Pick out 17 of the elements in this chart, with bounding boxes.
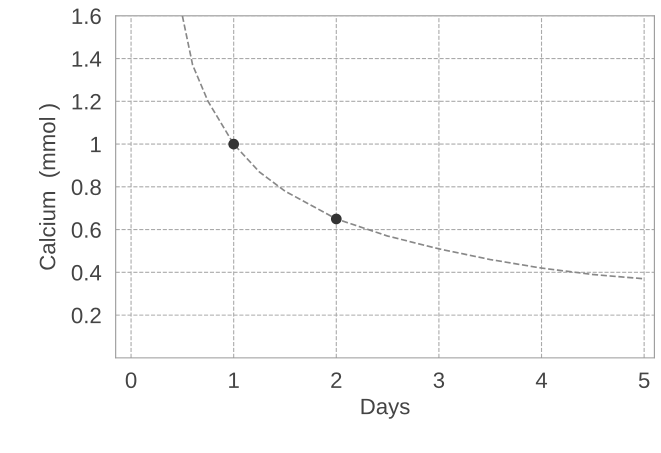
x-tick-label: 2 (331, 372, 342, 388)
y-axis-title: Calcium (mmol ) (39, 104, 60, 270)
y-tick-label: 0.6 (72, 222, 101, 238)
y-tick-label: 0.4 (72, 264, 102, 281)
y-tick-label: 0.8 (72, 179, 101, 196)
x-tick-label: 4 (536, 372, 548, 388)
x-tick-label: 5 (638, 372, 650, 388)
x-axis-title: Days (362, 398, 410, 419)
line-series (182, 16, 645, 280)
x-tick-label: 1 (229, 372, 239, 388)
y-tick-label: 1.4 (72, 51, 102, 67)
x-tick-label: 0 (126, 372, 136, 388)
y-tick-label: 1.2 (72, 94, 101, 110)
y-tick-label: 0.2 (72, 308, 101, 324)
y-tick-label: 1 (91, 136, 101, 152)
y-tick-label: 1.6 (72, 8, 101, 24)
x-tick-label: 3 (434, 372, 444, 388)
